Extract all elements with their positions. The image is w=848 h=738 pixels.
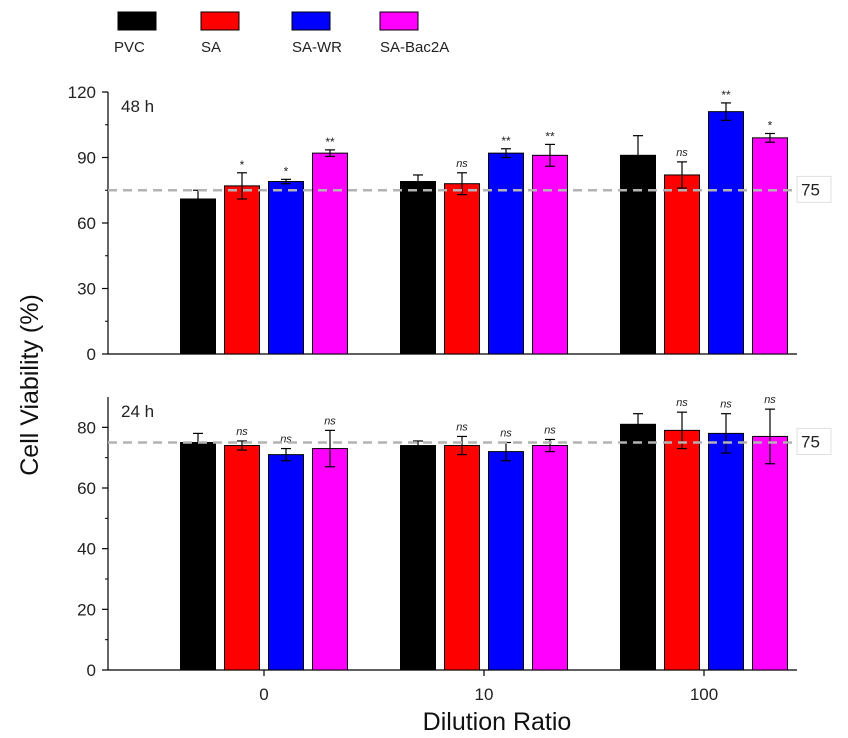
y-tick-label: 90 bbox=[77, 149, 96, 168]
bar-pvc bbox=[400, 181, 436, 355]
bar-sa bbox=[444, 183, 480, 355]
significance-marker: ns bbox=[324, 415, 336, 427]
y-tick-label: 0 bbox=[87, 345, 96, 364]
significance-marker: ** bbox=[545, 129, 555, 143]
significance-marker: ns bbox=[456, 158, 468, 170]
legend: PVC SA SA-WR SA-Bac2A bbox=[114, 11, 449, 56]
y-tick-label: 0 bbox=[87, 661, 96, 680]
significance-marker: ns bbox=[720, 399, 732, 411]
significance-marker: ns bbox=[544, 424, 556, 436]
bar-sa-bac2a bbox=[312, 152, 348, 355]
significance-marker: ** bbox=[325, 135, 335, 149]
bar-sa-bac2a bbox=[752, 435, 788, 671]
significance-marker: ** bbox=[501, 134, 511, 148]
legend-label-pvc: PVC bbox=[114, 39, 145, 56]
significance-marker: ns bbox=[676, 397, 688, 409]
y-axis-title: Cell Viability (%) bbox=[16, 294, 44, 476]
panel-label: 24 h bbox=[121, 402, 154, 421]
bar-sa-wr bbox=[268, 454, 304, 671]
y-tick-label: 120 bbox=[68, 83, 96, 102]
significance-marker: ns bbox=[456, 421, 468, 433]
x-axis-title: Dilution Ratio bbox=[423, 708, 572, 736]
bar-sa bbox=[444, 445, 480, 671]
significance-marker: ** bbox=[721, 88, 731, 102]
bar-pvc bbox=[400, 445, 436, 671]
bar-sa-bac2a bbox=[532, 154, 568, 355]
reference-line-label: 75 bbox=[801, 180, 820, 199]
legend-swatch-sa-bac2a bbox=[379, 11, 419, 31]
bar-pvc bbox=[180, 442, 216, 671]
reference-label-box bbox=[796, 175, 832, 203]
y-tick-label: 60 bbox=[77, 214, 96, 233]
legend-swatch-sa-wr bbox=[291, 11, 331, 31]
bar-sa-bac2a bbox=[312, 448, 348, 671]
bar-sa-wr bbox=[488, 451, 524, 671]
legend-swatch-pvc bbox=[117, 11, 157, 31]
x-tick-label: 0 bbox=[259, 685, 268, 704]
bar-sa-bac2a bbox=[532, 445, 568, 671]
significance-marker: ns bbox=[500, 428, 512, 440]
bar-sa bbox=[224, 185, 260, 355]
y-tick-label: 20 bbox=[77, 600, 96, 619]
bar-sa-wr bbox=[708, 111, 744, 355]
legend-swatch-sa bbox=[200, 11, 240, 31]
significance-marker: ns bbox=[280, 434, 292, 446]
significance-marker: ns bbox=[236, 426, 248, 438]
bar-pvc bbox=[620, 423, 656, 671]
significance-marker: * bbox=[240, 158, 245, 172]
bar-sa-wr bbox=[488, 152, 524, 355]
panel-label: 48 h bbox=[121, 97, 154, 116]
bar-pvc bbox=[180, 198, 216, 355]
y-tick-label: 60 bbox=[77, 479, 96, 498]
x-tick-label: 10 bbox=[475, 685, 494, 704]
x-tick-label: 100 bbox=[690, 685, 718, 704]
significance-marker: ns bbox=[764, 394, 776, 406]
y-tick-label: 30 bbox=[77, 280, 96, 299]
reference-label-box bbox=[796, 428, 832, 455]
legend-label-sa: SA bbox=[201, 39, 221, 56]
significance-marker: * bbox=[768, 118, 773, 132]
bar-sa bbox=[224, 445, 260, 671]
bar-sa-wr bbox=[268, 181, 304, 355]
bar-sa bbox=[664, 174, 700, 355]
bar-pvc bbox=[620, 154, 656, 355]
significance-marker: ns bbox=[676, 147, 688, 159]
bar-sa-wr bbox=[708, 432, 744, 671]
panel-24h: 0 20 40 60 80 24 h ns ns ns ns ns ns ns ns ns 75 0 10 100 bbox=[77, 394, 832, 704]
reference-line-label: 75 bbox=[801, 433, 820, 452]
legend-label-sa-bac2a: SA-Bac2A bbox=[380, 39, 449, 56]
bar-sa-bac2a bbox=[752, 137, 788, 355]
y-tick-label: 40 bbox=[77, 540, 96, 559]
y-tick-label: 80 bbox=[77, 418, 96, 437]
legend-label-sa-wr: SA-WR bbox=[292, 39, 342, 56]
significance-marker: * bbox=[284, 164, 289, 178]
bar-sa bbox=[664, 429, 700, 671]
